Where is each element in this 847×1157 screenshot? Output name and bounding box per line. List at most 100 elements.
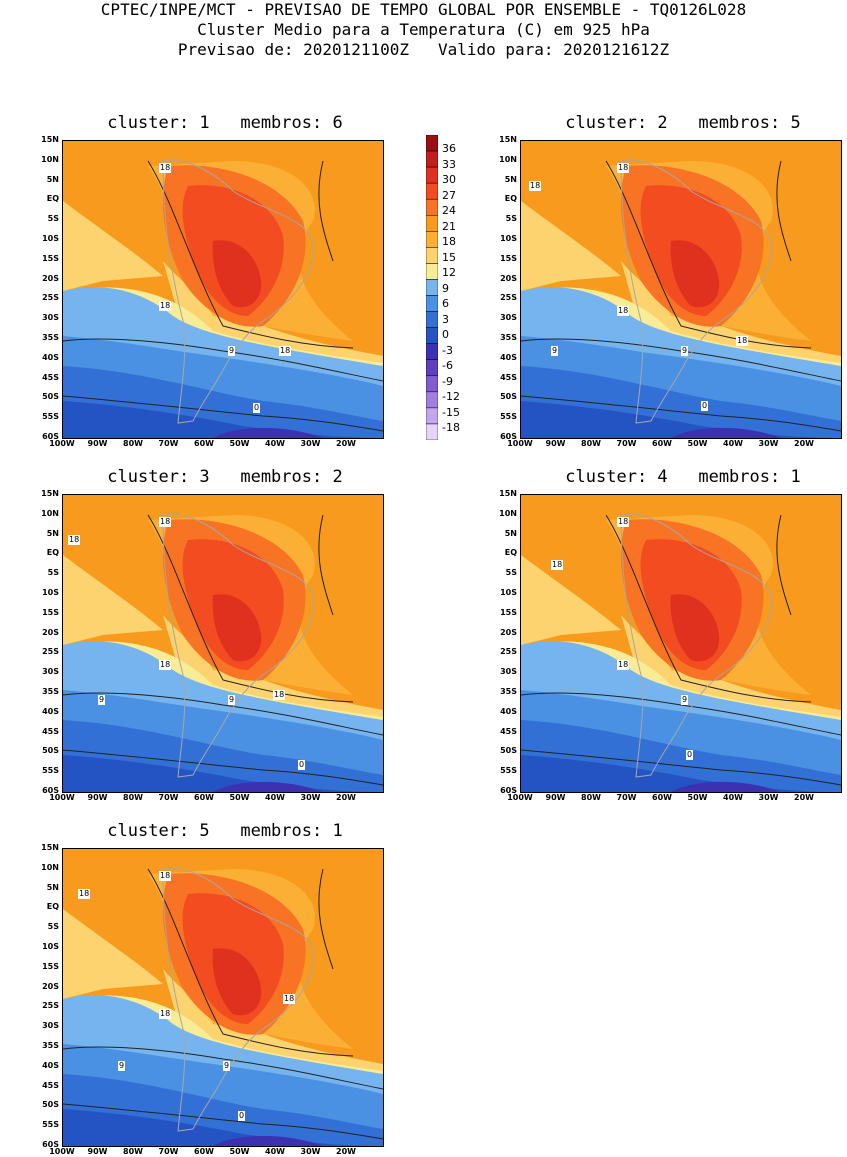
latitude-label: 40S [42, 1060, 59, 1070]
temperature-band [63, 401, 383, 438]
longitude-label: 30W [300, 1147, 321, 1156]
latitude-label: 5N [504, 528, 517, 538]
contour-label: 18 [68, 535, 81, 545]
temperature-band [63, 201, 163, 291]
longitude-label: 80W [123, 1147, 143, 1156]
colorbar-swatch [426, 231, 438, 248]
longitude-label: 50W [229, 1147, 250, 1156]
latitude-label: 35S [42, 1041, 59, 1050]
latitude-label: 15N [41, 135, 59, 144]
contour-line [147, 514, 354, 703]
longitude-label: 30W [758, 793, 779, 802]
latitude-label: 5S [505, 568, 517, 578]
colorbar-swatch [426, 166, 438, 184]
latitude-label: 10N [41, 862, 59, 872]
colorbar-label: 3 [442, 312, 449, 326]
contour-line [63, 749, 383, 786]
colorbar-swatch [426, 150, 438, 168]
contour-line [147, 160, 354, 349]
panel-title: cluster: 2 membros: 5 [565, 113, 801, 133]
longitude-label: 40W [723, 439, 743, 448]
latitude-label: 45S [42, 372, 59, 382]
contour-label: 9 [551, 346, 559, 356]
latitude-label: 45S [500, 726, 517, 736]
latitude-label: 55S [500, 766, 517, 776]
colorbar-swatch [426, 198, 438, 216]
contour-line [521, 395, 841, 432]
colorbar-swatch [426, 247, 438, 264]
temperature-band [621, 261, 841, 381]
latitude-label: EQ [504, 194, 517, 204]
latitude-label: 10S [500, 588, 517, 597]
colorbar-swatch [426, 279, 438, 296]
latitude-label: 60S [500, 432, 517, 441]
panel-title: cluster: 5 membros: 1 [107, 821, 343, 841]
longitude-label: 100W [49, 793, 75, 802]
latitude-label: 15N [499, 489, 517, 498]
colorbar-label: 9 [442, 281, 449, 295]
contour-label: 18 [617, 306, 630, 316]
latitude-label: 5S [47, 568, 59, 578]
latitude-label: 25S [500, 647, 517, 657]
latitude-label: 60S [500, 786, 517, 795]
colorbar-swatch [426, 423, 438, 440]
contour-label: 0 [701, 401, 709, 411]
colorbar-swatch [426, 263, 438, 280]
contour-label: 18 [617, 660, 630, 670]
colorbar-label: 33 [442, 157, 456, 171]
latitude-label: 25S [42, 1001, 59, 1011]
latitude-label: 10N [41, 154, 59, 164]
colorbar-label: -6 [442, 359, 453, 372]
longitude-label: 80W [581, 793, 601, 802]
longitude-label: 20W [336, 1147, 356, 1156]
latitude-label: 40S [500, 352, 517, 362]
contour-label: 18 [273, 690, 286, 700]
temperature-band [212, 948, 262, 1016]
contour-label: 18 [529, 181, 542, 191]
latitude-label: 10S [500, 234, 517, 243]
temperature-band [521, 401, 841, 438]
colorbar-label: 30 [442, 173, 456, 186]
longitude-label: 80W [581, 439, 601, 448]
coastline [162, 513, 315, 778]
temperature-band [671, 781, 781, 792]
contour-line [318, 868, 334, 970]
contour-label: 18 [159, 1009, 172, 1019]
longitude-label: 70W [616, 439, 637, 448]
colorbar-swatch [426, 135, 438, 152]
colorbar-label: -9 [442, 374, 453, 388]
longitude-label: 30W [300, 793, 321, 802]
contour-label: 18 [551, 560, 564, 570]
latitude-label: 50S [500, 392, 517, 402]
temperature-map: 18 18 18 9 0 [62, 140, 384, 439]
latitude-label: 5S [47, 214, 59, 224]
latitude-label: 5N [46, 528, 59, 538]
latitude-label: 50S [42, 1100, 59, 1110]
longitude-label: 90W [545, 793, 566, 802]
latitude-label: EQ [46, 548, 59, 558]
contour-label: 18 [279, 346, 292, 356]
latitude-label: 20S [42, 273, 59, 283]
contour-line [63, 395, 383, 432]
contour-line [147, 868, 354, 1057]
latitude-label: 25S [500, 293, 517, 303]
latitude-label: 20S [42, 627, 59, 637]
latitude-label: 10S [42, 588, 59, 597]
latitude-label: 15N [499, 135, 517, 144]
colorbar-swatch [426, 359, 438, 377]
panel-title: cluster: 3 membros: 2 [107, 467, 343, 487]
header-line-3: Previsao de: 2020121100Z Valido para: 20… [177, 40, 670, 59]
latitude-label: 5N [504, 174, 517, 184]
contour-label: 9 [228, 346, 236, 356]
latitude-label: 15N [41, 843, 59, 852]
colorbar-swatch [426, 295, 438, 312]
latitude-label: 55S [500, 412, 517, 422]
colorbar-label: 27 [442, 188, 456, 202]
temperature-band [213, 427, 323, 438]
longitude-label: 60W [194, 439, 214, 448]
contour-label: 9 [223, 1061, 231, 1071]
latitude-label: 45S [500, 372, 517, 382]
contour-label: 18 [159, 301, 172, 311]
temperature-map: 18 18 18 18 9 9 0 [520, 140, 842, 439]
temperature-band [63, 755, 383, 792]
